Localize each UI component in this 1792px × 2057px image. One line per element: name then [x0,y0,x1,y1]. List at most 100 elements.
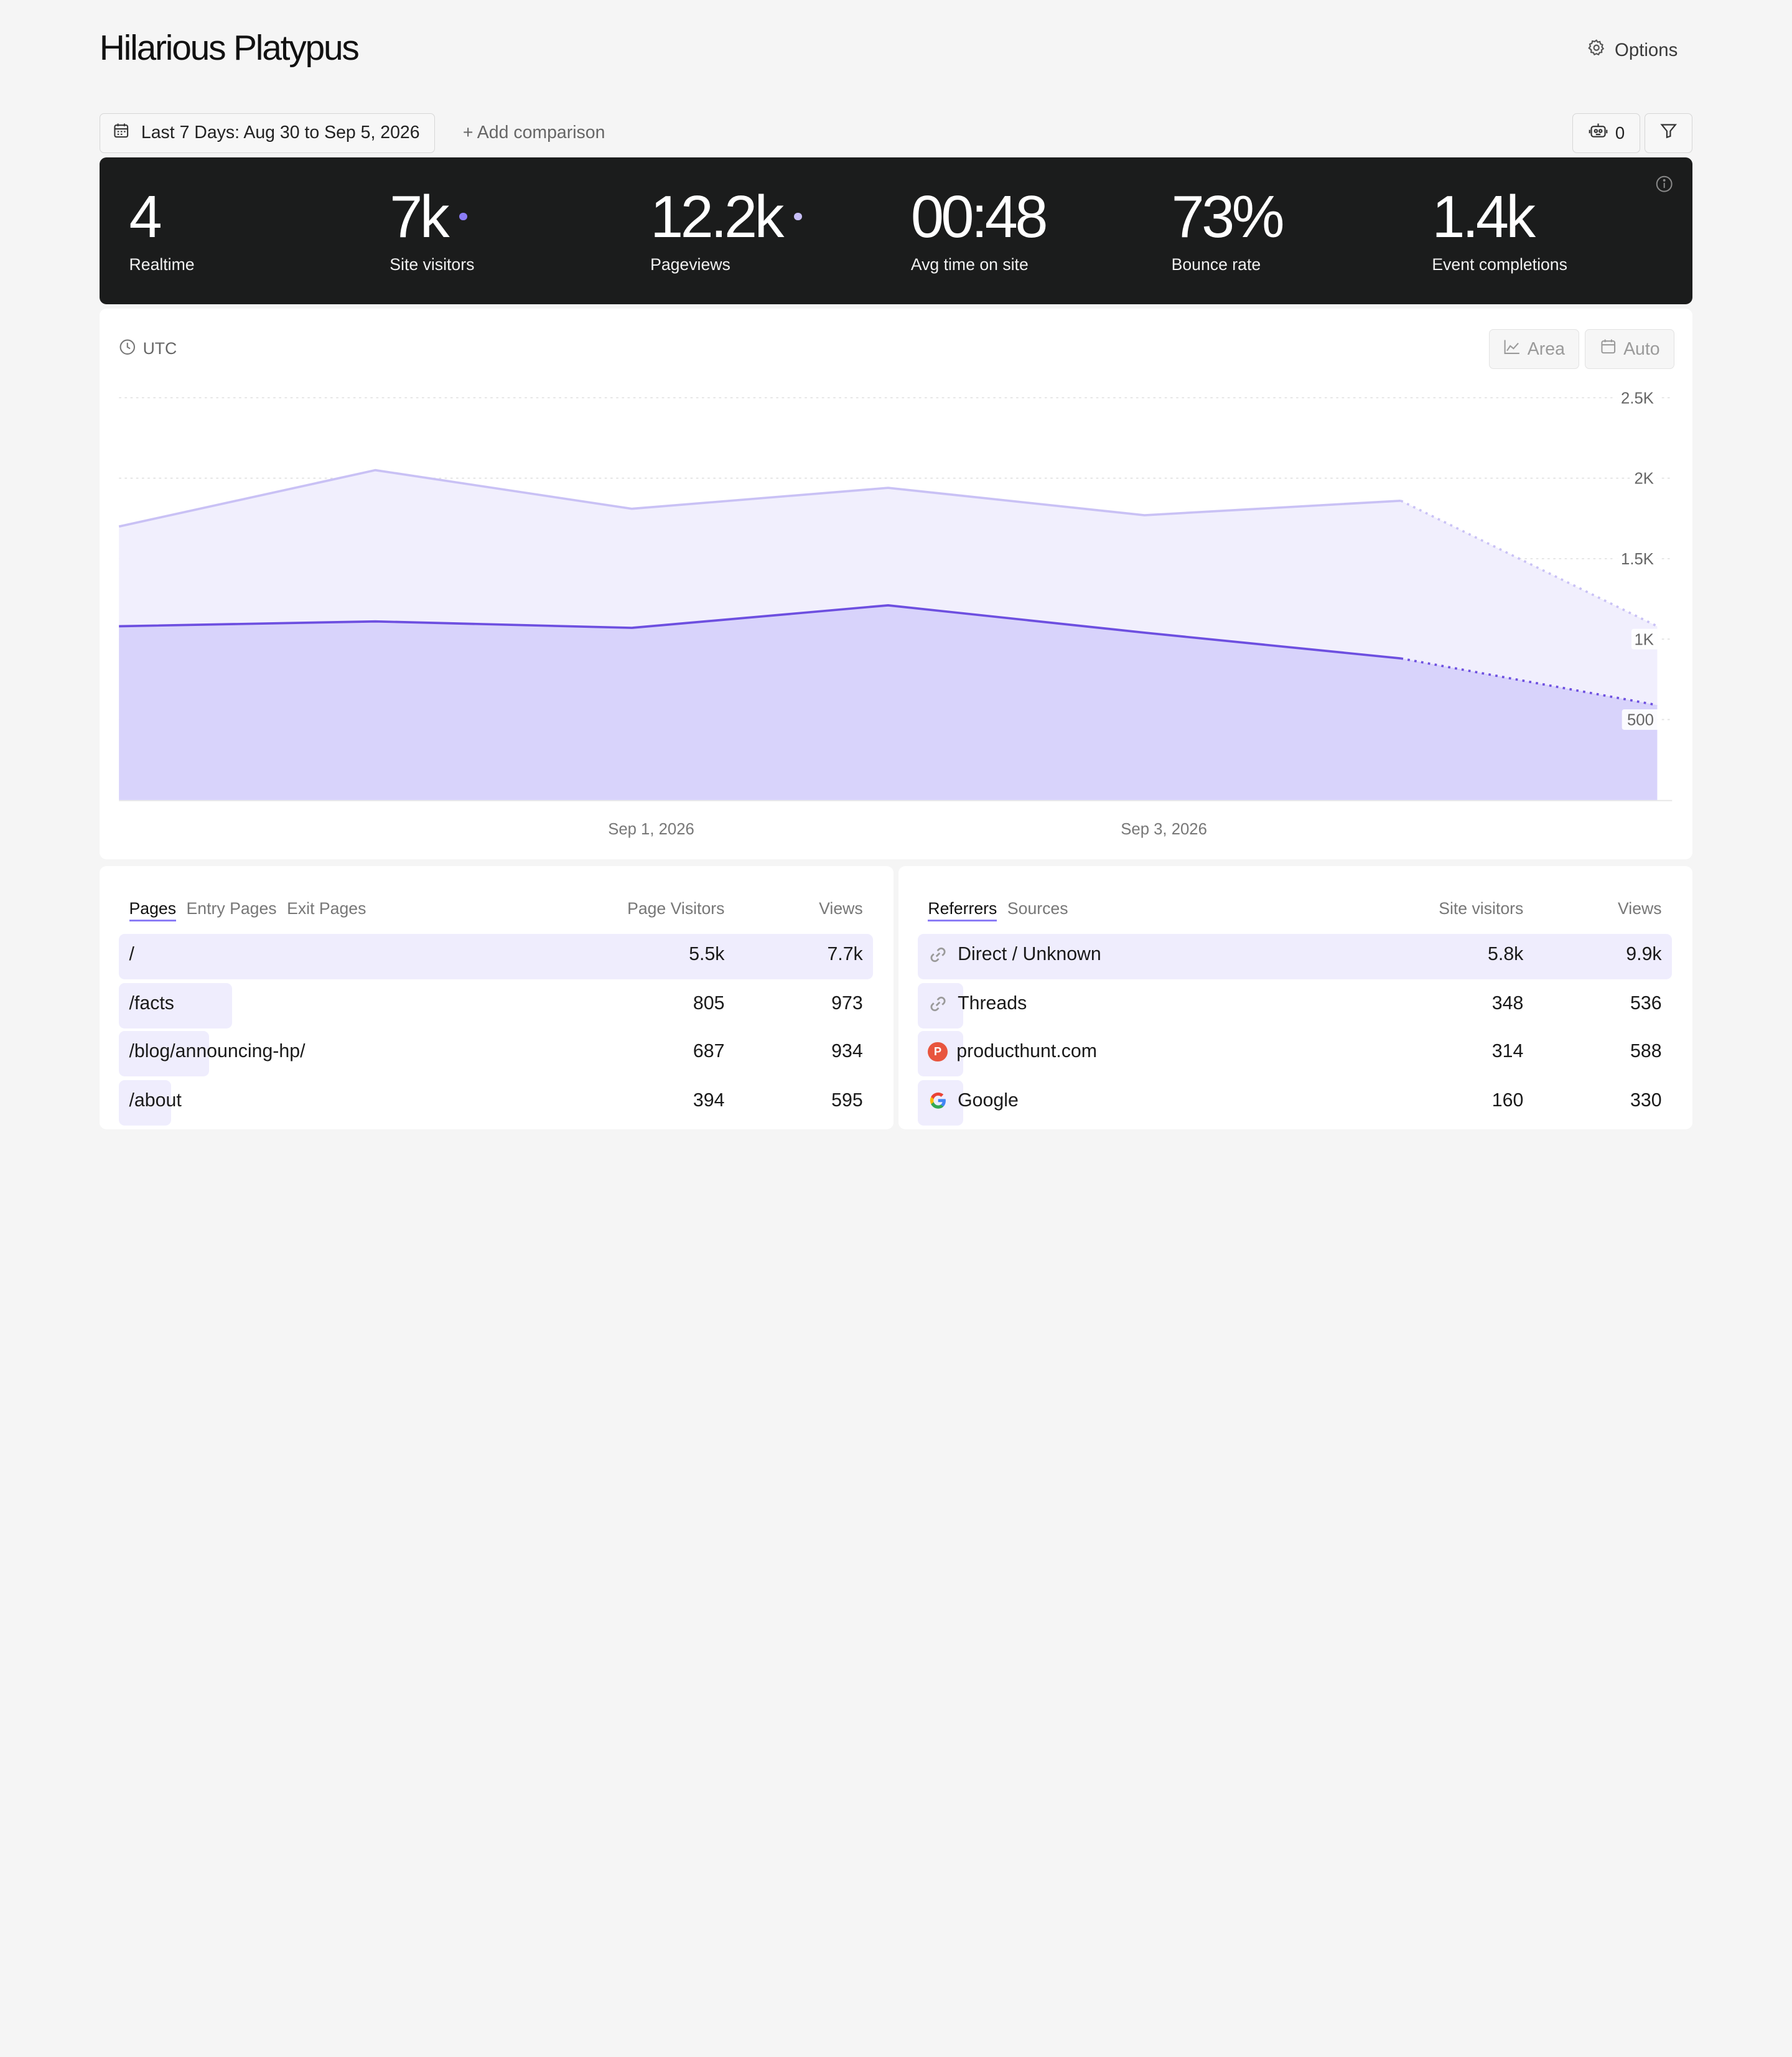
table-row[interactable]: /facts 805 973 [119,982,873,1028]
referrers-tabs: Referrers Sources [928,899,1068,922]
table-row[interactable]: Direct / Unknown 5.8k 9.9k [917,933,1673,980]
filter-button[interactable] [1645,113,1693,154]
gear-icon [1587,39,1605,62]
share-bar [917,1080,964,1126]
views-value: 934 [831,1041,863,1062]
timezone-text: UTC [142,339,177,358]
dashboard-page: Hilarious Platypus Options Last 7 Days: … [99,28,1693,1126]
table-row[interactable]: Google 160 330 [917,1080,1672,1126]
stat-site-visitors[interactable]: 7k Site visitors [390,183,474,274]
share-bar [119,1030,210,1077]
views-value: 9.9k [1626,944,1662,965]
column-header-page-visitors[interactable]: Page Visitors [627,899,725,918]
options-button[interactable]: Options [1587,39,1678,62]
stat-value: 00:48 [910,184,1048,250]
page-visitors-value: 805 [693,993,725,1014]
bot-count: 0 [1615,123,1625,142]
series-dot-icon [459,212,468,221]
series-1-partial-line [1400,657,1658,706]
page-path: / [129,944,134,965]
google-icon [928,1091,948,1111]
views-value: 973 [831,993,863,1014]
y-tick-bg [1612,387,1659,408]
stat-label: Realtime [129,254,195,274]
y-tick-label: 1.5K [1621,551,1654,568]
chart-type-label: Area [1527,338,1565,359]
series-0-line [118,469,1401,528]
views-value: 588 [1630,1041,1662,1062]
share-bar [119,1080,172,1126]
stat-label: Bounce rate [1171,254,1261,274]
area-chart-icon [1503,338,1521,360]
chart-type-button[interactable]: Area [1489,329,1579,370]
stat-avg-time[interactable]: 00:48 Avg time on site [910,183,1048,274]
tab-entry-pages[interactable]: Entry Pages [186,899,277,918]
options-label: Options [1615,40,1678,61]
producthunt-icon: P [928,1042,948,1061]
column-header-site-visitors[interactable]: Site visitors [1439,899,1524,918]
stat-bounce-rate[interactable]: 73% Bounce rate [1171,183,1285,274]
interval-label: Auto [1623,338,1660,359]
date-range-button[interactable]: Last 7 Days: Aug 30 to Sep 5, 2026 [99,113,436,154]
x-tick-label: Sep 3, 2026 [1121,821,1207,838]
table-row[interactable]: / 5.5k 7.7k [119,933,874,980]
stat-event-completions[interactable]: 1.4k Event completions [1432,183,1567,274]
y-tick-label: 500 [1627,712,1654,729]
y-tick-bg [1631,628,1659,650]
views-value: 595 [831,1090,863,1111]
info-icon[interactable] [1655,175,1673,193]
y-tick-bg [1622,709,1659,730]
stat-value: 1.4k [1432,184,1536,250]
share-bar [119,982,232,1028]
table-row[interactable]: Threads 348 536 [917,982,1672,1028]
views-value: 330 [1630,1090,1662,1111]
interval-button[interactable]: Auto [1585,329,1674,370]
stats-bar: 4 Realtime 7k Site visitors 12.2k Pagevi… [99,157,1693,304]
tab-sources[interactable]: Sources [1007,899,1068,918]
stat-label: Avg time on site [910,254,1029,274]
column-header-views[interactable]: Views [819,899,863,918]
referrer-name: Threads [958,993,1027,1014]
stat-label: Pageviews [650,254,730,274]
site-visitors-value: 160 [1491,1090,1524,1111]
bot-filter-button[interactable]: 0 [1572,113,1640,154]
referrer-name: Google [958,1090,1019,1111]
table-row[interactable]: /about 394 595 [119,1080,873,1126]
pages-panel: Pages Entry Pages Exit Pages Page Visito… [99,866,894,1129]
share-bar [119,933,874,980]
share-bar [917,933,1673,980]
stat-value: 73% [1171,184,1285,250]
stat-pageviews[interactable]: 12.2k Pageviews [650,183,802,274]
series-1-area [119,605,1658,800]
table-row[interactable]: /blog/announcing-hp/ 687 934 [119,1030,873,1077]
table-row[interactable]: P producthunt.com 314 588 [917,1030,1672,1077]
series-dot-icon [793,212,802,221]
filter-icon [1659,121,1678,144]
pages-tabs: Pages Entry Pages Exit Pages [129,899,366,922]
calendar-icon [1600,338,1617,360]
robot-icon [1588,121,1608,146]
site-visitors-value: 5.8k [1488,944,1524,965]
referrer-name: producthunt.com [956,1041,1097,1062]
stat-value: 7k [390,184,449,250]
clock-icon [119,338,136,360]
stat-label: Event completions [1432,254,1567,274]
views-value: 536 [1630,993,1662,1014]
y-tick-label: 2.5K [1621,389,1654,407]
x-tick-label: Sep 1, 2026 [608,821,694,838]
views-value: 7.7k [827,944,863,965]
add-comparison-button[interactable]: + Add comparison [462,122,605,142]
column-header-views[interactable]: Views [1618,899,1662,918]
y-tick-bg [1612,548,1659,569]
y-tick-bg [1631,467,1659,489]
link-icon [928,994,948,1014]
page-visitors-value: 5.5k [689,944,725,965]
tab-pages[interactable]: Pages [129,899,177,922]
stat-realtime[interactable]: 4 Realtime [129,183,195,274]
stat-value: 12.2k [650,184,784,250]
tab-exit-pages[interactable]: Exit Pages [287,899,366,918]
referrer-name: Direct / Unknown [958,944,1101,965]
site-visitors-value: 348 [1491,993,1524,1014]
traffic-chart[interactable]: 500 1K 1.5K 2K 2.5K Sep 1, 2026 Sep 3, 2026 [100,309,1692,859]
tab-referrers[interactable]: Referrers [928,899,997,922]
